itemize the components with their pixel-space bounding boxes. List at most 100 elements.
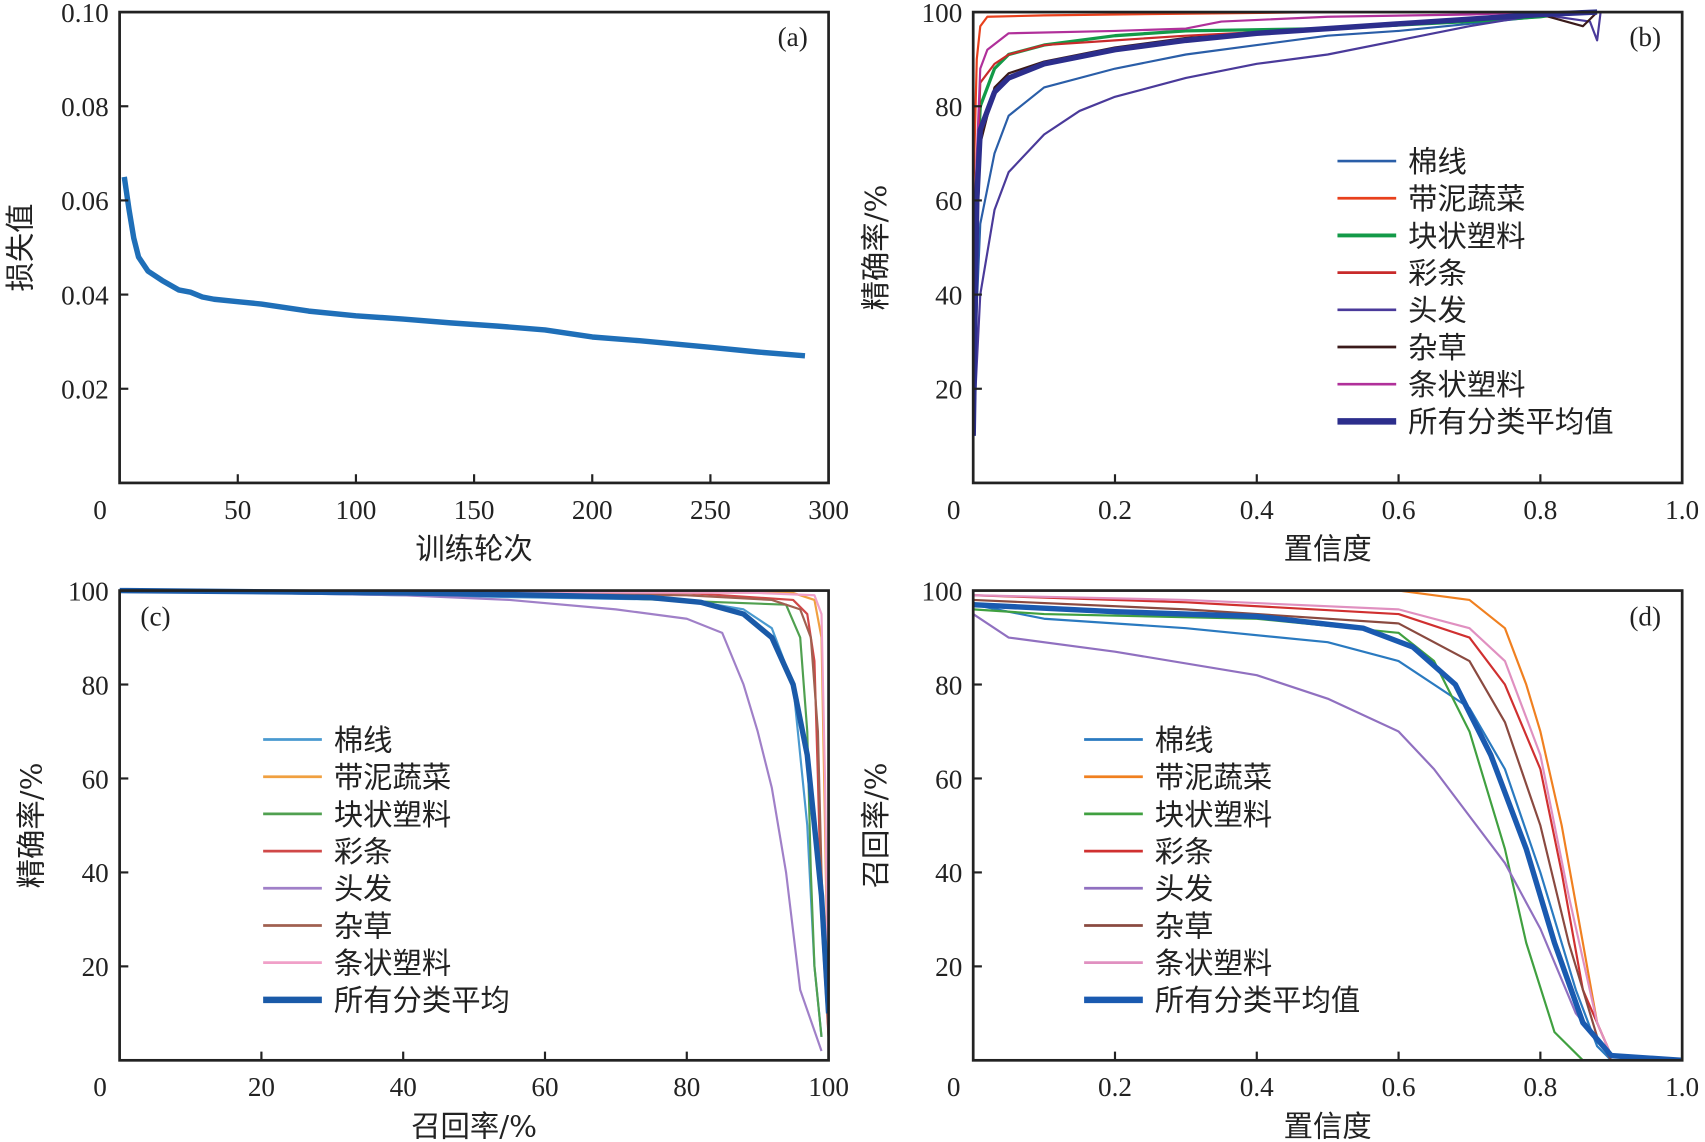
chart-panel-a: 0 50 100 150 200 250 300 0.02 0.04 0.06 0.08 0.10 训练… [3,0,849,566]
series-line-c-2 [119,589,823,1037]
x-tick-label: 0.8 [1523,495,1557,525]
x-tick-label: 0.2 [1098,495,1132,525]
x-tick-label: 100 [336,495,377,525]
x-tick-label: 0.2 [1098,1072,1132,1102]
y-tick-label: 20 [935,952,962,982]
series-line-c-6 [119,589,829,1037]
legend-label: 块状塑料 [1155,798,1272,832]
legend-label: 块状塑料 [334,798,451,832]
series-line-b-7 [973,9,1598,436]
legend-label: 彩条 [1408,256,1467,290]
y-axis-label: 精确率/% [14,763,48,889]
series-line-c-4 [119,589,823,1052]
x-tick-label: 0 [93,1072,107,1102]
legend-label: 棉线 [334,723,393,757]
chart-panel-b: 0 0.2 0.4 0.6 0.8 1.0 20 40 60 80 100 置信度 精确率/% (b) 棉线… [859,0,1699,566]
legend-label: 杂草 [334,909,393,943]
y-tick-label: 80 [82,670,109,700]
y-axis-label: 精确率/% [859,185,893,311]
series-group [121,176,806,359]
y-axis-label: 损失值 [3,203,37,291]
y-tick-label: 0.02 [61,375,109,405]
y-tick-label: 0.04 [61,280,109,310]
series-line-b-6 [973,11,1541,248]
x-tick-label: 250 [690,495,731,525]
legend-label: 条状塑料 [1408,368,1525,402]
x-tick-label: 0 [947,1072,961,1102]
y-tick-label: 20 [82,952,109,982]
series-group [973,9,1602,436]
legend-label: 棉线 [1155,723,1214,757]
series-line-c-3 [119,589,829,1037]
series-line-d-6 [973,594,1683,1061]
x-tick-label: 0.6 [1382,1072,1416,1102]
y-tick-label: 60 [82,764,109,794]
x-tick-label: 80 [673,1072,700,1102]
x-axis-label: 召回率/% [411,1109,537,1142]
x-axis-label: 置信度 [1284,1109,1372,1142]
y-tick-label: 100 [922,0,963,28]
x-axis-label: 置信度 [1284,532,1372,566]
x-tick-label: 300 [808,495,849,525]
x-tick-label: 1.0 [1665,1072,1699,1102]
legend-label: 带泥蔬菜 [334,761,451,795]
legend-label: 棉线 [1408,145,1467,179]
series-line-c-0 [119,589,823,1037]
panel-label: (c) [140,601,170,631]
y-tick-label: 80 [935,670,962,700]
x-tick-label: 1.0 [1665,495,1699,525]
x-tick-label: 0 [947,495,961,525]
x-tick-label: 50 [224,495,251,525]
series-group [973,589,1683,1061]
legend-label: 头发 [1408,294,1467,328]
y-tick-label: 40 [935,280,962,310]
legend-label: 彩条 [1155,835,1214,869]
legend-label: 带泥蔬菜 [1155,761,1272,795]
y-tick-label: 60 [935,764,962,794]
x-tick-label: 0 [93,495,107,525]
legend-label: 所有分类平均值 [1408,405,1613,439]
chart-panel-d: 0 0.2 0.4 0.6 0.8 1.0 20 40 60 80 100 置信度 召回率/% (d) 棉线… [859,576,1699,1142]
chart-panel-c: 0 20 40 60 80 100 20 40 60 80 100 召回率/% 精确率/% (c) 棉线带泥… [14,576,849,1142]
axes-frame [118,10,830,485]
series-line-d-7 [973,601,1683,1061]
x-tick-label: 200 [572,495,613,525]
series-line-c-7 [119,587,829,1014]
y-tick-label: 0.06 [61,186,109,216]
series-group [119,587,829,1052]
series-line-c-5 [119,589,829,1037]
x-axis-label: 训练轮次 [415,532,532,566]
legend-label: 头发 [1155,872,1214,906]
y-tick-label: 60 [935,186,962,216]
x-tick-label: 0.4 [1240,495,1274,525]
x-tick-label: 60 [531,1072,558,1102]
legend-label: 杂草 [1408,331,1467,365]
y-tick-label: 20 [935,375,962,405]
x-tick-label: 40 [390,1072,417,1102]
y-tick-label: 100 [922,576,963,606]
legend-label: 所有分类平均 [334,984,510,1018]
legend-label: 头发 [334,872,393,906]
series-line-d-4 [973,613,1683,1061]
series-line-a-0 [121,176,806,359]
legend-label: 所有分类平均值 [1155,984,1360,1018]
y-tick-label: 100 [68,576,109,606]
y-tick-label: 40 [935,858,962,888]
series-line-b-0 [973,11,1591,389]
series-line-c-1 [119,589,829,1037]
x-tick-label: 150 [454,495,495,525]
legend-label: 条状塑料 [1155,947,1272,981]
y-axis-label: 召回率/% [859,763,893,889]
x-tick-label: 100 [808,1072,849,1102]
axes-frame [118,589,830,1062]
y-tick-label: 80 [935,92,962,122]
legend-label: 彩条 [334,835,393,869]
x-tick-label: 20 [248,1072,275,1102]
axes-frame [971,10,1684,485]
legend-label: 条状塑料 [334,947,451,981]
legend-label: 带泥蔬菜 [1408,182,1525,216]
x-tick-label: 0.4 [1240,1072,1274,1102]
